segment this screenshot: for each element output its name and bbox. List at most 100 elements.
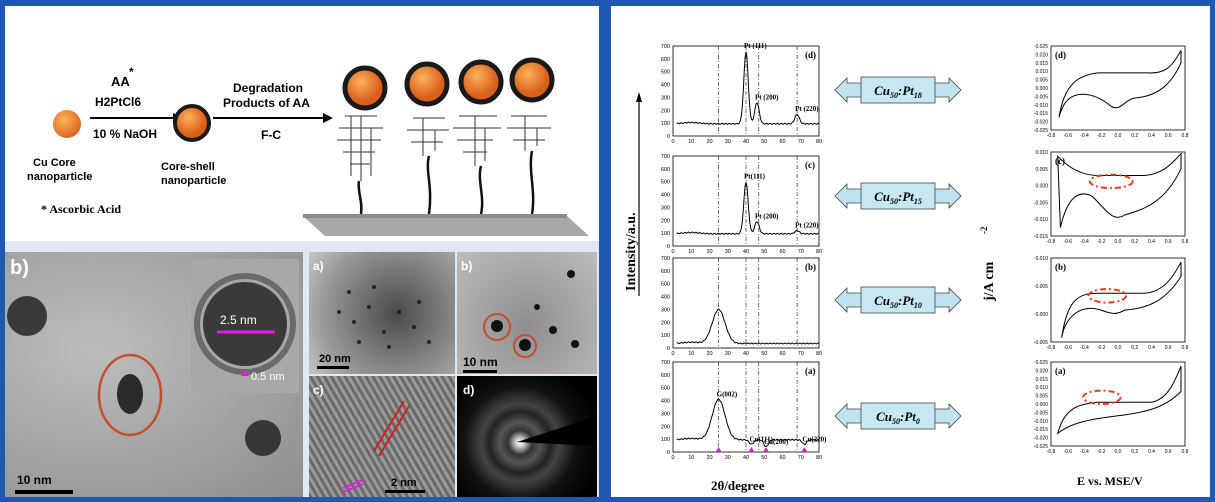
xrd-xtick: 0 [671, 249, 674, 255]
cv-xtick: -0.4 [1080, 239, 1089, 245]
cv-xtick: -0.4 [1080, 133, 1089, 139]
xrd-xtick: 40 [743, 455, 749, 461]
composition-text: Cu50:Pt18 [874, 83, 922, 100]
xrd-ytick: 0 [667, 244, 670, 250]
xrd-xtick: 80 [816, 249, 822, 255]
tem-d-diffraction: d) [457, 376, 597, 497]
xrd-xtick: 10 [688, 249, 694, 255]
xrd-peak-label: Pt (111) [744, 42, 767, 50]
xrd-ref-marker [715, 447, 722, 452]
cv-ytick: -0.010 [1034, 217, 1048, 223]
cv-xtick: 0.8 [1182, 133, 1189, 139]
tem-b-label: b) [461, 259, 472, 273]
xrd-xtick: 40 [743, 351, 749, 357]
cv-ytick: 0.020 [1035, 52, 1048, 58]
xrd-xtick: 60 [779, 249, 785, 255]
cv-curve [1057, 152, 1182, 228]
tem-c-image: c) 2 nm [309, 376, 455, 497]
xrd-xtick: 50 [761, 455, 767, 461]
composition-arrows: Cu50:Pt18 Cu50:Pt15 Cu50:Pt10 Cu50:Pt0 [834, 76, 962, 430]
label-cu-core-2: nanoparticle [27, 171, 92, 183]
label-core-shell-1: Core-shell [161, 161, 215, 173]
tem-d-label: d) [463, 383, 474, 397]
cv-panel-tag: (d) [1055, 50, 1066, 60]
xrd-ytick: 0 [667, 450, 670, 456]
cv-ytick: -0.005 [1034, 200, 1048, 206]
cv-xtick: 0.2 [1131, 239, 1138, 245]
synthesis-scheme: AA * H2PtCl6 10 % NaOH Degradation Produ… [5, 6, 599, 241]
cv-panel: 0.010 0.005 0.000 -0.005 -0.010 -0.015-0.8 -0.… [1034, 150, 1189, 245]
xrd-xtick: 30 [725, 351, 731, 357]
xrd-ytick: 500 [661, 180, 670, 186]
cv-ytick: 0.015 [1035, 61, 1048, 67]
scheme-svg: AA * H2PtCl6 10 % NaOH Degradation Produ… [27, 57, 589, 236]
xrd-peak-label: Pt (200) [755, 94, 779, 102]
composition-text: Cu50:Pt10 [874, 293, 922, 310]
xrd-ytick: 700 [661, 360, 670, 366]
xrd-curve [676, 398, 820, 448]
xrd-xtick: 50 [761, 139, 767, 145]
xrd-xtick: 80 [816, 351, 822, 357]
xrd-ytick: 100 [661, 333, 670, 339]
cv-ytick: 0.025 [1035, 360, 1048, 366]
cv-xtick: 0.4 [1148, 133, 1155, 139]
xrd-panel: 0 100 200 300 400 500 600 700 0 10 20 30 40 50 60 70 80 (… [661, 256, 822, 357]
xrd-ytick: 400 [661, 295, 670, 301]
tem-b-image: b) 10 nm [457, 252, 597, 374]
cv-xtick: 0.0 [1115, 133, 1122, 139]
xrd-ref-marker [763, 447, 770, 452]
cv-panel: 0.010 0.005 0.000 -0.005-0.8 -0.6 -0.4 -0.2 0.0… [1034, 256, 1189, 351]
xrd-ytick: 400 [661, 399, 670, 405]
xrd-ytick: 300 [661, 95, 670, 101]
xrd-xtick: 0 [671, 455, 674, 461]
cv-ytick: 0.000 [1035, 86, 1048, 92]
xrd-xtick: 80 [816, 139, 822, 145]
tem-a-image: a) 20 nm [309, 252, 455, 374]
cv-xtick: 0.4 [1148, 449, 1155, 455]
xrd-peak-label: Cu(200) [764, 438, 789, 446]
xrd-xtick: 0 [671, 351, 674, 357]
xrd-ytick: 700 [661, 154, 670, 160]
tem-c-label: c) [313, 383, 324, 397]
tethered-particles [337, 57, 555, 215]
cv-ytick: 0.005 [1035, 167, 1048, 173]
label-core-shell-2: nanoparticle [161, 175, 226, 187]
xrd-xtick: 40 [743, 249, 749, 255]
cv-panel-tag: (b) [1055, 262, 1066, 272]
tem-a-scale: 20 nm [319, 353, 351, 365]
cv-ytick: 0.010 [1035, 150, 1048, 156]
cv-ytick: 0.010 [1035, 385, 1048, 391]
xrd-xtick: 20 [706, 351, 712, 357]
xrd-ytick: 300 [661, 307, 670, 313]
xrd-xtick: 50 [761, 249, 767, 255]
cv-xtick: -0.2 [1097, 239, 1106, 245]
xrd-xtick: 0 [671, 139, 674, 145]
xrd-ref-marker [748, 447, 755, 452]
tem-inset-size: 2.5 nm [220, 313, 257, 327]
xrd-xtick: 70 [798, 139, 804, 145]
cv-ytick: 0.020 [1035, 368, 1048, 374]
cv-xtick: -0.4 [1080, 449, 1089, 455]
xrd-panel-tag: (b) [805, 262, 816, 272]
footnote: * Ascorbic Acid [41, 202, 121, 216]
xrd-panel: 0 100 200 300 400 500 600 700 0 10 20 30 40 50 60 70 80 G… [661, 360, 827, 461]
reagent-h2ptcl6: H2PtCl6 [95, 95, 141, 109]
xrd-ytick: 0 [667, 346, 670, 352]
xrd-ytick: 600 [661, 167, 670, 173]
cv-ytick: -0.005 [1034, 410, 1048, 416]
reagent-aa: AA [111, 74, 130, 89]
cv-xtick: -0.6 [1063, 345, 1072, 351]
cv-xtick: -0.4 [1080, 345, 1089, 351]
xrd-xtick: 30 [725, 249, 731, 255]
cv-highlight [1088, 173, 1134, 190]
tem-inset-shell: 0.5 nm [251, 371, 285, 383]
cv-ytick: 0.000 [1035, 312, 1048, 318]
cv-xtick: 0.0 [1115, 449, 1122, 455]
cv-xtick: -0.8 [1047, 239, 1056, 245]
cv-ytick: 0.010 [1035, 256, 1048, 262]
xrd-xtick: 80 [816, 455, 822, 461]
cv-ytick: 0.005 [1035, 78, 1048, 84]
cv-ytick: -0.005 [1034, 340, 1048, 346]
cv-highlight [1082, 389, 1122, 405]
